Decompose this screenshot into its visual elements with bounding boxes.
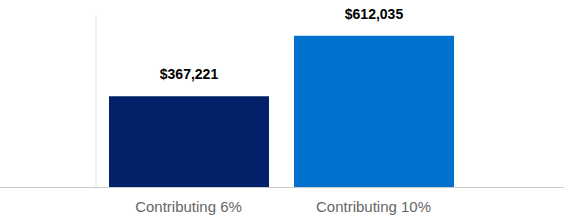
svg-text:Contributing 10%: Contributing 10%	[316, 198, 431, 215]
svg-text:Contributing 6%: Contributing 6%	[135, 198, 242, 215]
svg-text:$367,221: $367,221	[160, 66, 219, 82]
svg-text:$612,035: $612,035	[345, 6, 404, 22]
